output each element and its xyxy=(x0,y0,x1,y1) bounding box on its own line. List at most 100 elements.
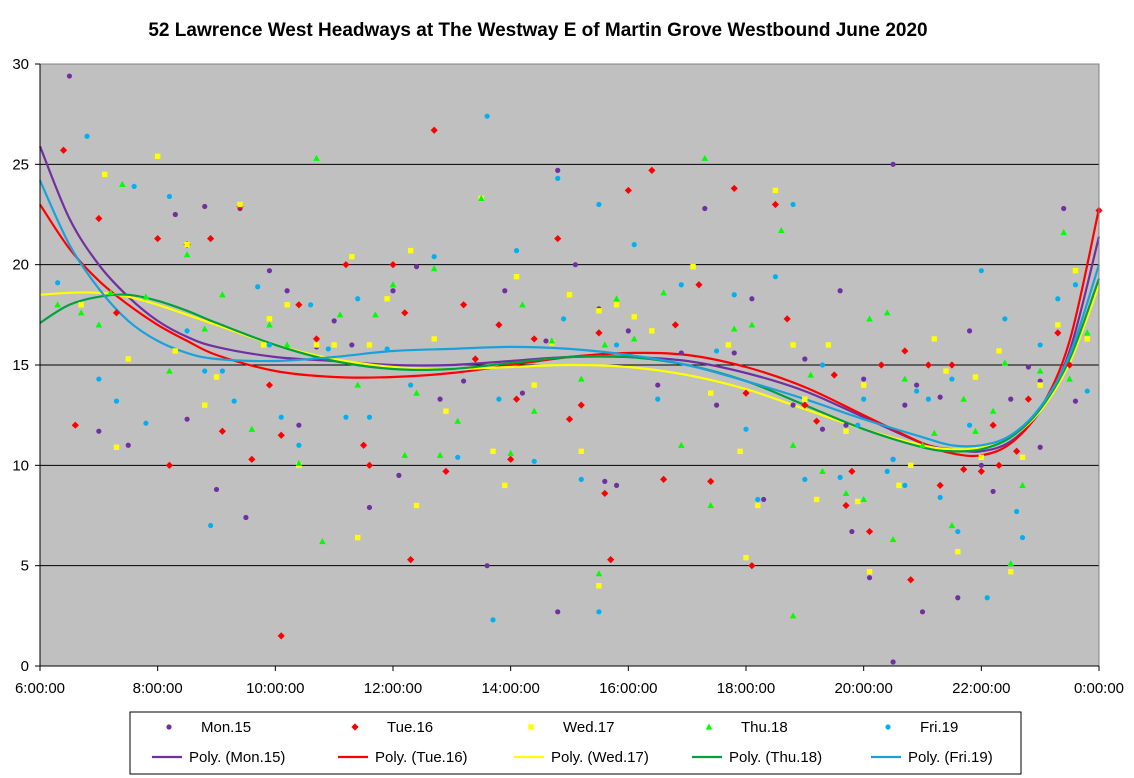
data-point xyxy=(554,234,562,243)
data-point xyxy=(260,342,267,348)
series-points xyxy=(55,113,1090,623)
data-point xyxy=(842,501,850,510)
data-point xyxy=(431,336,437,342)
data-point xyxy=(384,296,390,302)
data-point xyxy=(396,472,402,478)
data-point xyxy=(825,342,832,348)
y-tick-label: 5 xyxy=(21,558,29,575)
data-point xyxy=(513,274,520,280)
data-point xyxy=(325,346,331,352)
data-point xyxy=(1036,367,1044,374)
data-point xyxy=(202,203,208,210)
data-point xyxy=(577,401,585,409)
data-point xyxy=(372,311,379,318)
data-point xyxy=(255,284,261,290)
data-point xyxy=(960,395,967,402)
data-point xyxy=(295,459,303,466)
data-point xyxy=(359,441,368,449)
data-point xyxy=(595,329,603,337)
data-point xyxy=(460,301,468,309)
data-point xyxy=(708,390,714,396)
data-point xyxy=(184,241,190,248)
x-tick-label: 14:00:00 xyxy=(481,680,539,697)
data-point xyxy=(577,375,585,382)
data-point xyxy=(166,193,173,200)
legend-label: Poly. (Tue.16) xyxy=(375,749,468,766)
data-point xyxy=(631,314,637,320)
data-point xyxy=(277,632,285,640)
data-point xyxy=(819,467,826,474)
series-points xyxy=(66,73,1079,665)
data-point xyxy=(154,234,162,243)
data-point xyxy=(949,376,955,382)
data-point xyxy=(248,455,256,463)
data-point xyxy=(142,293,150,300)
legend-label: Mon.15 xyxy=(201,719,251,736)
data-point xyxy=(596,308,602,314)
data-point xyxy=(743,554,749,561)
data-point xyxy=(502,288,508,294)
data-point xyxy=(984,595,990,601)
data-point xyxy=(907,576,915,584)
data-point xyxy=(690,263,696,270)
data-point xyxy=(631,242,637,248)
data-point xyxy=(924,361,932,369)
data-point xyxy=(772,187,779,194)
data-point xyxy=(861,376,867,382)
x-tick-label: 12:00:00 xyxy=(364,680,422,697)
data-point xyxy=(749,296,755,302)
data-point xyxy=(771,200,780,209)
data-point xyxy=(855,422,861,428)
data-point xyxy=(678,282,684,288)
data-point xyxy=(331,318,337,324)
data-point xyxy=(613,302,620,308)
data-point xyxy=(502,482,508,489)
y-tick-label: 25 xyxy=(12,156,29,173)
data-point xyxy=(789,441,797,448)
x-tick-label: 6:00:00 xyxy=(15,680,65,697)
data-point xyxy=(730,325,738,332)
data-point xyxy=(848,467,856,475)
data-point xyxy=(143,420,149,426)
data-point xyxy=(1072,282,1079,288)
data-point xyxy=(1002,316,1008,322)
data-point xyxy=(96,428,102,434)
data-point xyxy=(877,361,885,369)
data-point xyxy=(801,401,809,409)
legend-marker xyxy=(885,724,891,730)
data-point xyxy=(731,292,737,298)
data-point xyxy=(172,211,178,218)
data-point xyxy=(819,426,826,432)
data-point xyxy=(901,347,909,355)
data-point xyxy=(219,368,225,374)
data-point xyxy=(284,302,290,308)
data-point xyxy=(566,292,573,298)
data-point xyxy=(602,478,608,484)
data-point xyxy=(613,482,620,488)
data-point xyxy=(625,328,631,334)
data-point xyxy=(1001,359,1009,366)
data-point xyxy=(125,356,131,362)
data-point xyxy=(713,402,720,408)
data-point xyxy=(266,268,273,274)
data-point xyxy=(955,548,961,555)
data-point xyxy=(484,563,490,569)
data-point xyxy=(931,336,937,342)
data-point xyxy=(342,261,350,269)
data-point xyxy=(730,184,738,193)
data-point xyxy=(819,362,826,368)
data-point xyxy=(1055,296,1061,302)
data-point xyxy=(1083,329,1091,336)
data-point xyxy=(948,361,956,369)
x-tick-label: 20:00:00 xyxy=(834,680,892,697)
data-point xyxy=(596,583,602,589)
data-point xyxy=(660,289,667,296)
data-point xyxy=(213,374,220,380)
data-point xyxy=(454,417,462,424)
data-point xyxy=(601,489,609,498)
data-point xyxy=(530,335,538,343)
data-point xyxy=(1013,447,1021,455)
data-point xyxy=(384,346,390,352)
data-point xyxy=(660,475,668,483)
